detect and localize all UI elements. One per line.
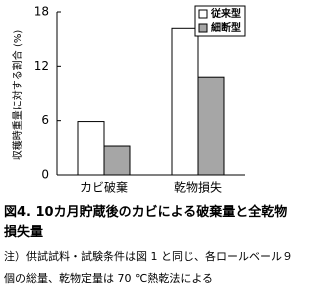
bar [197, 76, 225, 176]
bar [103, 145, 131, 176]
x-tick-label: 乾物損失 [174, 180, 222, 195]
page: 収穫時重量に対する割合 (%) 0 6 12 18 カビ破棄 乾物損失 従来型 細断型 図4.… [4, 4, 293, 285]
y-axis-label: 収穫時重量に対する割合 (%) [11, 30, 24, 161]
y-tick-label: 18 [34, 5, 49, 19]
bar [77, 121, 105, 176]
y-tick-label: 6 [41, 113, 49, 127]
legend-label: 従来型 [210, 7, 241, 20]
bar [171, 27, 199, 176]
legend-label: 細断型 [211, 21, 241, 34]
caption: 図4. 10カ月貯蔵後のカビによる破棄量と全乾物損失量 [4, 205, 288, 240]
legend-swatch [198, 9, 208, 19]
y-tick-label: 0 [41, 168, 49, 182]
legend-swatch [198, 23, 208, 33]
y-tick-label: 12 [34, 59, 49, 73]
x-tick-label: カビ破棄 [80, 180, 128, 195]
note: 注）供試試料・試験条件は図 1 と同じ、各ロールベール９個の総量、乾物定量は 7… [4, 250, 293, 285]
